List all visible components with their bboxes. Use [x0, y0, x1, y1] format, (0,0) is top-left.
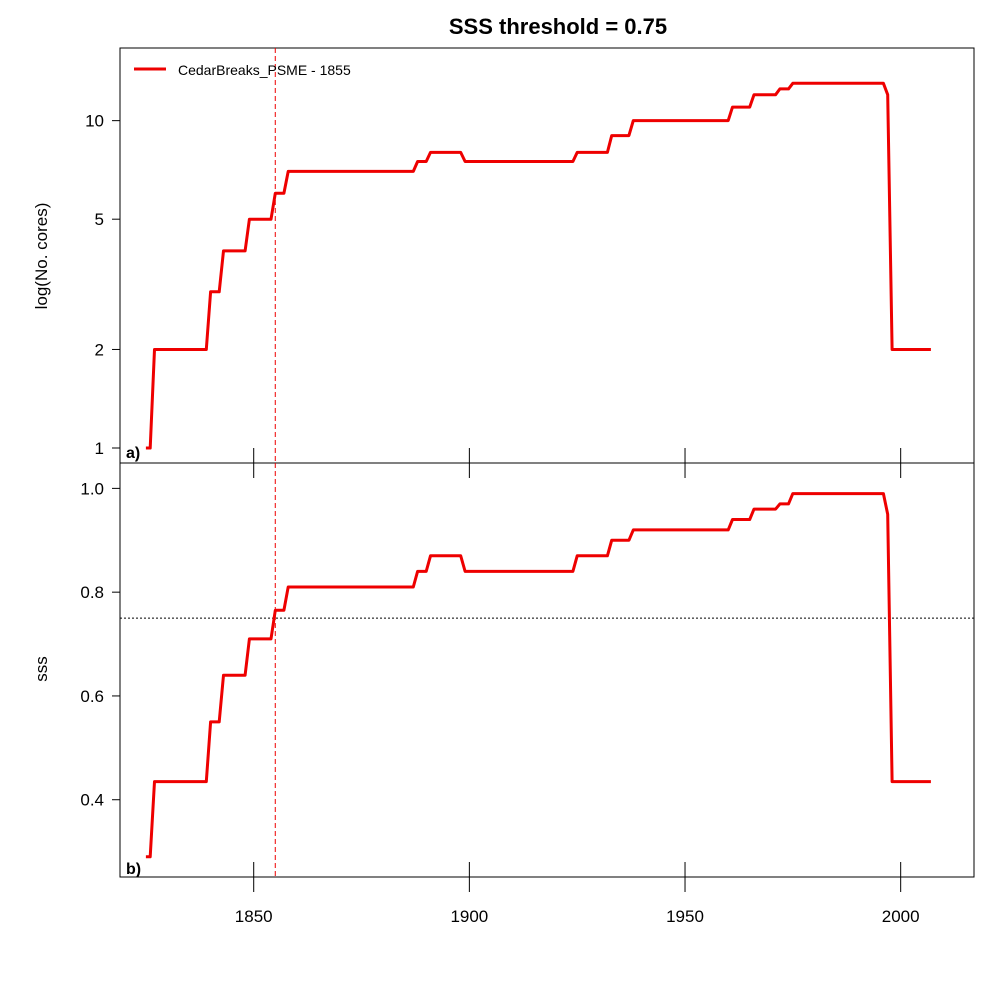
chart-title: SSS threshold = 0.75 [449, 14, 667, 39]
panel-b-y-tick-label: 0.8 [80, 583, 104, 602]
panel-b-y-tick-label: 0.4 [80, 791, 104, 810]
panel-b-y-tick-label: 1.0 [80, 479, 104, 498]
panel-b-series-line [145, 492, 931, 859]
x-tick-label: 1900 [450, 907, 488, 926]
panel-b-y-tick-label: 0.6 [80, 687, 104, 706]
panel-a-y-tick-label: 10 [85, 112, 104, 131]
panel-b-y-axis-label: sss [32, 656, 51, 682]
panel-a-series-line [145, 81, 931, 450]
panel-a-tag: a) [126, 445, 140, 462]
panel-a-y-tick-label: 1 [95, 439, 104, 458]
panel-a-y-tick-label: 5 [95, 210, 104, 229]
panel-b-frame [119, 462, 975, 878]
panel-a-y-tick-label: 2 [95, 340, 104, 359]
legend-entry: CedarBreaks_PSME - 1855 [178, 62, 351, 78]
panel-a-frame [119, 47, 975, 464]
panel-b-tag: b) [126, 861, 141, 878]
x-tick-label: 1850 [235, 907, 273, 926]
x-tick-label: 2000 [882, 907, 920, 926]
panel-a-y-axis-label: log(No. cores) [32, 203, 51, 310]
x-tick-label: 1950 [666, 907, 704, 926]
